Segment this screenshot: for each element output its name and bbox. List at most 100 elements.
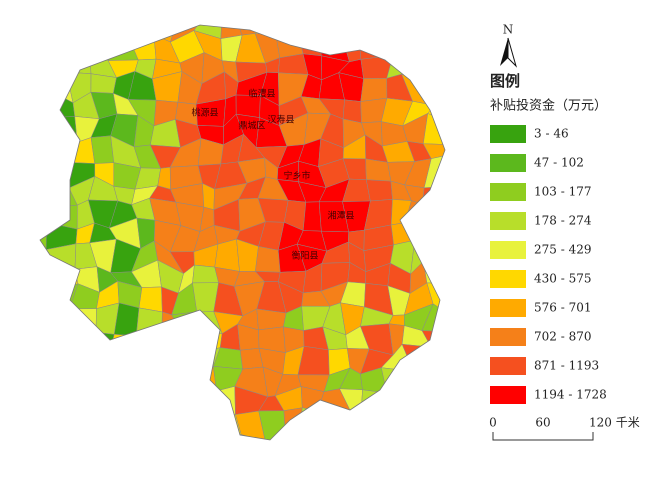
county <box>406 435 436 440</box>
county <box>86 31 116 61</box>
county <box>107 35 139 61</box>
county <box>149 435 174 440</box>
county <box>49 25 67 42</box>
legend-swatch <box>490 386 526 404</box>
county <box>66 52 92 75</box>
county <box>275 25 304 38</box>
county <box>447 310 476 332</box>
county <box>446 414 471 438</box>
legend-label: 1194 - 1728 <box>534 388 607 402</box>
county <box>149 348 183 376</box>
county <box>443 117 445 148</box>
county <box>365 179 393 202</box>
county <box>48 304 70 328</box>
county <box>386 392 408 421</box>
county <box>422 113 445 145</box>
legend-swatch <box>490 328 526 346</box>
county <box>446 435 474 451</box>
county <box>422 186 445 205</box>
county <box>235 410 266 440</box>
county <box>447 328 476 355</box>
county <box>53 434 67 440</box>
county <box>93 390 112 421</box>
county <box>443 222 445 252</box>
county <box>70 137 96 164</box>
county <box>132 410 156 436</box>
county <box>65 324 97 355</box>
county <box>174 370 203 393</box>
county <box>40 207 57 223</box>
map-outline <box>39 24 446 441</box>
north-arrow: N <box>500 23 518 68</box>
county <box>47 141 78 163</box>
legend-label: 576 - 701 <box>534 301 592 315</box>
county <box>132 432 160 440</box>
legend-label: 871 - 1193 <box>534 359 599 373</box>
county <box>423 261 445 284</box>
county <box>45 269 79 292</box>
legend-label: 47 - 102 <box>534 156 584 170</box>
north-arrow-left <box>500 38 508 66</box>
county <box>93 371 112 397</box>
county <box>421 386 445 420</box>
county <box>194 365 217 393</box>
county <box>298 434 322 440</box>
county <box>445 369 471 398</box>
county <box>40 141 58 159</box>
county <box>65 435 96 440</box>
legend-label: 178 - 274 <box>534 214 592 228</box>
county <box>54 71 74 104</box>
county <box>109 351 136 376</box>
legend-swatch <box>490 270 526 288</box>
county <box>93 332 115 353</box>
county <box>319 25 349 41</box>
county <box>385 434 414 440</box>
county <box>110 410 138 439</box>
county <box>50 62 72 79</box>
county <box>359 430 389 440</box>
county <box>216 385 236 416</box>
county <box>115 432 140 440</box>
county <box>40 365 56 396</box>
county <box>254 25 286 36</box>
county <box>361 408 393 435</box>
county <box>386 25 413 40</box>
legend-swatch <box>490 241 526 259</box>
county <box>444 282 445 314</box>
county <box>66 308 97 333</box>
county <box>73 372 98 397</box>
county <box>180 348 205 376</box>
county <box>48 324 67 357</box>
legend-label: 3 - 46 <box>534 127 569 141</box>
legend-label: 702 - 870 <box>534 330 592 344</box>
county <box>173 385 203 421</box>
county <box>365 158 392 182</box>
place-label: 汉寿县 <box>267 114 294 126</box>
place-label: 湘潭县 <box>327 210 354 222</box>
county <box>317 410 352 437</box>
county <box>421 71 445 107</box>
county <box>150 385 176 421</box>
legend: 3 - 46 47 - 102 103 - 177 178 - 274 275 - 42… <box>490 125 607 404</box>
county <box>444 72 445 107</box>
county <box>114 25 130 40</box>
county <box>40 75 57 103</box>
county <box>433 417 445 440</box>
county <box>40 117 49 145</box>
legend-swatch <box>490 125 526 143</box>
scale-line <box>492 432 594 441</box>
county <box>130 349 161 376</box>
scale-tick-label: 60 <box>535 416 550 430</box>
county <box>423 241 445 267</box>
county <box>149 411 174 440</box>
county <box>445 391 471 419</box>
north-label: N <box>503 23 514 37</box>
county <box>40 345 58 377</box>
county <box>40 434 56 440</box>
place-label: 衡阳县 <box>291 250 318 262</box>
county <box>109 371 136 393</box>
county <box>201 438 223 440</box>
county <box>86 25 117 37</box>
county <box>285 434 309 440</box>
